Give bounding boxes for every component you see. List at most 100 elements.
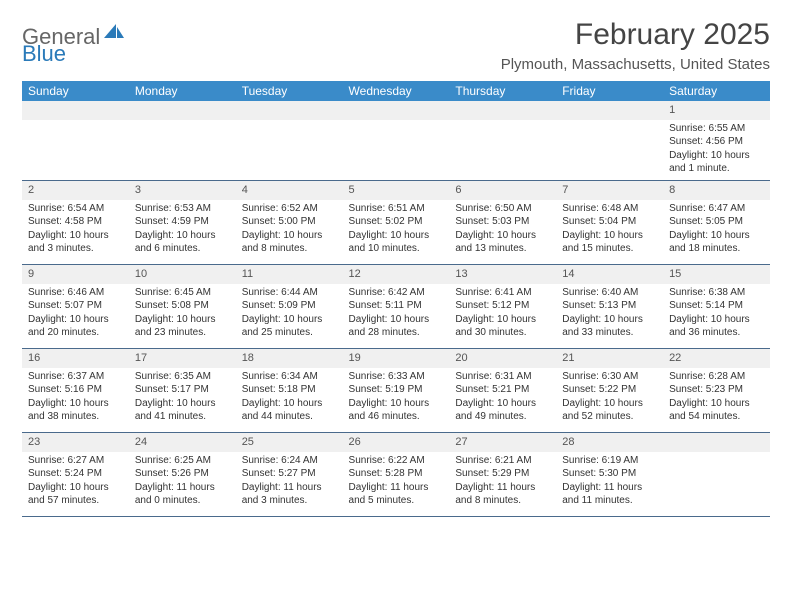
day-details: Sunrise: 6:45 AMSunset: 5:08 PMDaylight:… <box>129 284 236 344</box>
daylight-line2: and 30 minutes. <box>455 326 550 340</box>
sunset-text: Sunset: 5:18 PM <box>242 383 337 397</box>
sunrise-text: Sunrise: 6:38 AM <box>669 286 764 300</box>
daylight-line1: Daylight: 11 hours <box>349 481 444 495</box>
day-details: Sunrise: 6:25 AMSunset: 5:26 PMDaylight:… <box>129 452 236 512</box>
sunrise-text: Sunrise: 6:44 AM <box>242 286 337 300</box>
daylight-line2: and 15 minutes. <box>562 242 657 256</box>
logo-sail-icon <box>102 22 126 40</box>
day-number: 28 <box>556 433 663 452</box>
day-details: Sunrise: 6:53 AMSunset: 4:59 PMDaylight:… <box>129 200 236 260</box>
calendar-day-cell: 10Sunrise: 6:45 AMSunset: 5:08 PMDayligh… <box>129 264 236 348</box>
day-details: Sunrise: 6:51 AMSunset: 5:02 PMDaylight:… <box>343 200 450 260</box>
daylight-line2: and 41 minutes. <box>135 410 230 424</box>
sunset-text: Sunset: 5:22 PM <box>562 383 657 397</box>
calendar-day-cell: 21Sunrise: 6:30 AMSunset: 5:22 PMDayligh… <box>556 348 663 432</box>
page-subtitle: Plymouth, Massachusetts, United States <box>501 56 770 73</box>
calendar-day-cell: 19Sunrise: 6:33 AMSunset: 5:19 PMDayligh… <box>343 348 450 432</box>
sunset-text: Sunset: 5:26 PM <box>135 467 230 481</box>
sunset-text: Sunset: 5:14 PM <box>669 299 764 313</box>
day-details: Sunrise: 6:21 AMSunset: 5:29 PMDaylight:… <box>449 452 556 512</box>
day-details: Sunrise: 6:47 AMSunset: 5:05 PMDaylight:… <box>663 200 770 260</box>
weekday-header: Monday <box>129 81 236 101</box>
day-number: 23 <box>22 433 129 452</box>
daylight-line2: and 28 minutes. <box>349 326 444 340</box>
calendar-day-cell: 28Sunrise: 6:19 AMSunset: 5:30 PMDayligh… <box>556 432 663 516</box>
daylight-line1: Daylight: 11 hours <box>455 481 550 495</box>
weekday-header: Friday <box>556 81 663 101</box>
daylight-line1: Daylight: 10 hours <box>669 149 764 163</box>
sunset-text: Sunset: 5:29 PM <box>455 467 550 481</box>
daylight-line1: Daylight: 10 hours <box>135 397 230 411</box>
day-number: 13 <box>449 265 556 284</box>
sunset-text: Sunset: 5:09 PM <box>242 299 337 313</box>
day-number: 10 <box>129 265 236 284</box>
day-details: Sunrise: 6:55 AMSunset: 4:56 PMDaylight:… <box>663 120 770 180</box>
calendar-page: General February 2025 Plymouth, Massachu… <box>0 0 792 535</box>
daylight-line1: Daylight: 11 hours <box>242 481 337 495</box>
calendar-day-cell: 26Sunrise: 6:22 AMSunset: 5:28 PMDayligh… <box>343 432 450 516</box>
daylight-line1: Daylight: 10 hours <box>28 481 123 495</box>
day-number <box>449 101 556 120</box>
calendar-day-cell: 4Sunrise: 6:52 AMSunset: 5:00 PMDaylight… <box>236 180 343 264</box>
daylight-line1: Daylight: 11 hours <box>562 481 657 495</box>
daylight-line2: and 46 minutes. <box>349 410 444 424</box>
calendar-day-cell: 3Sunrise: 6:53 AMSunset: 4:59 PMDaylight… <box>129 180 236 264</box>
calendar-day-cell: 25Sunrise: 6:24 AMSunset: 5:27 PMDayligh… <box>236 432 343 516</box>
daylight-line2: and 8 minutes. <box>455 494 550 508</box>
day-number: 11 <box>236 265 343 284</box>
daylight-line2: and 23 minutes. <box>135 326 230 340</box>
sunset-text: Sunset: 4:56 PM <box>669 135 764 149</box>
day-details: Sunrise: 6:19 AMSunset: 5:30 PMDaylight:… <box>556 452 663 512</box>
sunset-text: Sunset: 5:21 PM <box>455 383 550 397</box>
daylight-line1: Daylight: 10 hours <box>135 313 230 327</box>
calendar-day-cell: 22Sunrise: 6:28 AMSunset: 5:23 PMDayligh… <box>663 348 770 432</box>
sunrise-text: Sunrise: 6:33 AM <box>349 370 444 384</box>
day-details: Sunrise: 6:54 AMSunset: 4:58 PMDaylight:… <box>22 200 129 260</box>
daylight-line1: Daylight: 10 hours <box>455 397 550 411</box>
calendar-day-cell: 20Sunrise: 6:31 AMSunset: 5:21 PMDayligh… <box>449 348 556 432</box>
day-number: 14 <box>556 265 663 284</box>
calendar-day-cell: 13Sunrise: 6:41 AMSunset: 5:12 PMDayligh… <box>449 264 556 348</box>
calendar-day-cell <box>449 101 556 180</box>
sunrise-text: Sunrise: 6:35 AM <box>135 370 230 384</box>
sunrise-text: Sunrise: 6:27 AM <box>28 454 123 468</box>
weekday-header: Wednesday <box>343 81 450 101</box>
sunset-text: Sunset: 5:16 PM <box>28 383 123 397</box>
day-number: 9 <box>22 265 129 284</box>
day-details: Sunrise: 6:42 AMSunset: 5:11 PMDaylight:… <box>343 284 450 344</box>
calendar-body: 1Sunrise: 6:55 AMSunset: 4:56 PMDaylight… <box>22 101 770 516</box>
daylight-line1: Daylight: 10 hours <box>28 313 123 327</box>
weekday-header: Thursday <box>449 81 556 101</box>
sunrise-text: Sunrise: 6:22 AM <box>349 454 444 468</box>
day-number: 20 <box>449 349 556 368</box>
calendar-day-cell: 15Sunrise: 6:38 AMSunset: 5:14 PMDayligh… <box>663 264 770 348</box>
weekday-header: Sunday <box>22 81 129 101</box>
daylight-line2: and 1 minute. <box>669 162 764 176</box>
day-number <box>663 433 770 452</box>
calendar-day-cell: 7Sunrise: 6:48 AMSunset: 5:04 PMDaylight… <box>556 180 663 264</box>
calendar-day-cell: 17Sunrise: 6:35 AMSunset: 5:17 PMDayligh… <box>129 348 236 432</box>
sunset-text: Sunset: 5:28 PM <box>349 467 444 481</box>
weekday-header-row: Sunday Monday Tuesday Wednesday Thursday… <box>22 81 770 101</box>
day-details: Sunrise: 6:38 AMSunset: 5:14 PMDaylight:… <box>663 284 770 344</box>
calendar-day-cell: 23Sunrise: 6:27 AMSunset: 5:24 PMDayligh… <box>22 432 129 516</box>
sunset-text: Sunset: 4:58 PM <box>28 215 123 229</box>
sunset-text: Sunset: 5:30 PM <box>562 467 657 481</box>
daylight-line1: Daylight: 10 hours <box>562 313 657 327</box>
calendar-day-cell: 24Sunrise: 6:25 AMSunset: 5:26 PMDayligh… <box>129 432 236 516</box>
sunrise-text: Sunrise: 6:40 AM <box>562 286 657 300</box>
daylight-line1: Daylight: 10 hours <box>242 229 337 243</box>
daylight-line2: and 44 minutes. <box>242 410 337 424</box>
calendar-day-cell: 8Sunrise: 6:47 AMSunset: 5:05 PMDaylight… <box>663 180 770 264</box>
page-title: February 2025 <box>501 18 770 52</box>
weekday-header: Tuesday <box>236 81 343 101</box>
title-block: February 2025 Plymouth, Massachusetts, U… <box>501 18 770 73</box>
day-number: 12 <box>343 265 450 284</box>
daylight-line1: Daylight: 10 hours <box>349 397 444 411</box>
daylight-line2: and 33 minutes. <box>562 326 657 340</box>
daylight-line2: and 18 minutes. <box>669 242 764 256</box>
sunrise-text: Sunrise: 6:51 AM <box>349 202 444 216</box>
day-number: 25 <box>236 433 343 452</box>
sunrise-text: Sunrise: 6:45 AM <box>135 286 230 300</box>
sunrise-text: Sunrise: 6:24 AM <box>242 454 337 468</box>
